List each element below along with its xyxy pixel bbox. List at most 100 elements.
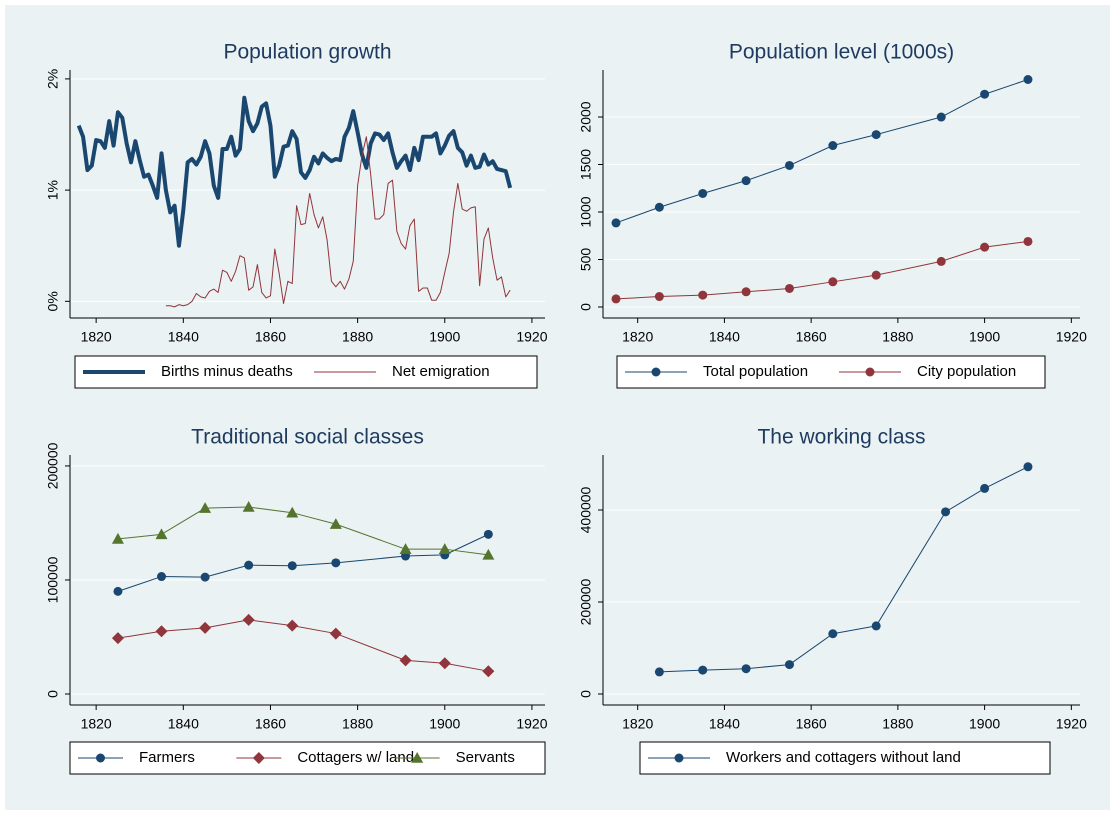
y-tick-label: 100000 <box>45 556 61 603</box>
data-point <box>936 256 946 266</box>
y-tick-label: 0 <box>578 690 594 698</box>
x-tick-label: 1880 <box>882 716 913 732</box>
x-tick-label: 1900 <box>429 716 460 732</box>
data-point <box>157 572 167 582</box>
data-point <box>698 290 708 300</box>
data-point <box>941 507 951 517</box>
legend-label: Net emigration <box>392 363 490 380</box>
data-point <box>828 629 838 639</box>
x-tick-label: 1880 <box>342 329 373 345</box>
legend <box>69 741 546 775</box>
y-tick-label: 2000 <box>578 101 594 132</box>
data-point <box>654 292 664 302</box>
data-point <box>329 518 342 529</box>
data-point <box>784 660 794 670</box>
data-point <box>482 548 495 560</box>
series-line <box>165 136 511 308</box>
data-point <box>111 532 124 544</box>
x-tick-label: 1840 <box>709 716 740 732</box>
data-point <box>329 627 342 640</box>
data-point <box>287 561 297 571</box>
data-point <box>286 506 299 518</box>
data-point <box>399 654 412 667</box>
x-tick-label: 1880 <box>882 329 913 345</box>
chart-title: Population level (1000s) <box>729 41 954 64</box>
chart-title: The working class <box>757 426 925 449</box>
data-point <box>1023 236 1033 246</box>
y-tick-label: 1500 <box>578 149 594 180</box>
data-point <box>155 528 168 540</box>
series-line <box>615 240 1029 300</box>
x-tick-label: 1820 <box>622 716 653 732</box>
x-tick-label: 1860 <box>255 329 286 345</box>
y-tick-label: 0% <box>45 291 61 311</box>
data-point <box>980 483 990 493</box>
x-tick-label: 1920 <box>516 329 547 345</box>
data-point <box>1023 74 1033 84</box>
data-point <box>111 632 124 645</box>
data-point <box>698 665 708 675</box>
data-point <box>741 664 751 674</box>
legend-label: Servants <box>456 749 515 766</box>
y-tick-label: 400000 <box>578 486 594 533</box>
legend-marker <box>651 367 661 377</box>
legend-marker <box>252 752 265 764</box>
data-point <box>242 613 255 626</box>
data-point <box>741 287 751 297</box>
data-point <box>980 242 990 252</box>
data-point <box>399 543 412 554</box>
x-tick-label: 1840 <box>168 329 199 345</box>
legend-marker <box>411 752 424 763</box>
data-point <box>871 270 881 280</box>
data-point <box>1023 462 1033 472</box>
legend-label: Total population <box>703 363 808 380</box>
y-tick-label: 500 <box>578 248 594 272</box>
data-point <box>611 294 621 304</box>
y-tick-label: 1% <box>45 180 61 200</box>
data-point <box>871 130 881 140</box>
y-tick-label: 0 <box>45 690 61 698</box>
legend-marker <box>96 753 105 763</box>
data-point <box>242 500 255 512</box>
x-tick-label: 1880 <box>342 716 373 732</box>
x-tick-label: 1820 <box>81 329 112 345</box>
data-point <box>438 657 451 670</box>
series-line <box>615 79 1029 224</box>
data-point <box>200 572 210 582</box>
legend-label: Workers and cottagers without land <box>726 749 961 766</box>
x-tick-label: 1820 <box>622 329 653 345</box>
y-tick-label: 0 <box>578 303 594 311</box>
data-point <box>483 529 493 539</box>
data-point <box>331 558 341 568</box>
x-tick-label: 1920 <box>1056 716 1087 732</box>
legend <box>616 355 1046 389</box>
data-point <box>482 665 495 678</box>
legend-label: Births minus deaths <box>161 363 293 380</box>
x-tick-label: 1900 <box>429 329 460 345</box>
x-tick-label: 1900 <box>969 329 1000 345</box>
x-tick-label: 1820 <box>81 716 112 732</box>
data-point <box>828 277 838 287</box>
data-point <box>741 176 751 186</box>
data-point <box>828 141 838 151</box>
x-tick-label: 1860 <box>796 329 827 345</box>
chart-title: Population growth <box>223 41 391 64</box>
data-point <box>155 625 168 638</box>
data-point <box>980 89 990 99</box>
data-point <box>654 202 664 212</box>
y-tick-label: 1000 <box>578 196 594 227</box>
data-point <box>784 160 794 170</box>
legend <box>74 355 538 389</box>
x-tick-label: 1860 <box>796 716 827 732</box>
data-point <box>654 667 664 677</box>
data-point <box>784 283 794 293</box>
data-point <box>286 619 299 632</box>
y-tick-label: 200000 <box>45 442 61 489</box>
data-point <box>199 502 212 513</box>
x-tick-label: 1840 <box>168 716 199 732</box>
x-tick-label: 1900 <box>969 716 1000 732</box>
data-point <box>438 543 451 554</box>
background <box>5 5 1110 810</box>
data-point <box>698 188 708 198</box>
